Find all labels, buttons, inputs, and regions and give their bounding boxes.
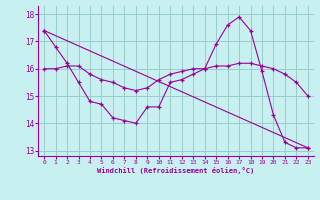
X-axis label: Windchill (Refroidissement éolien,°C): Windchill (Refroidissement éolien,°C) <box>97 167 255 174</box>
